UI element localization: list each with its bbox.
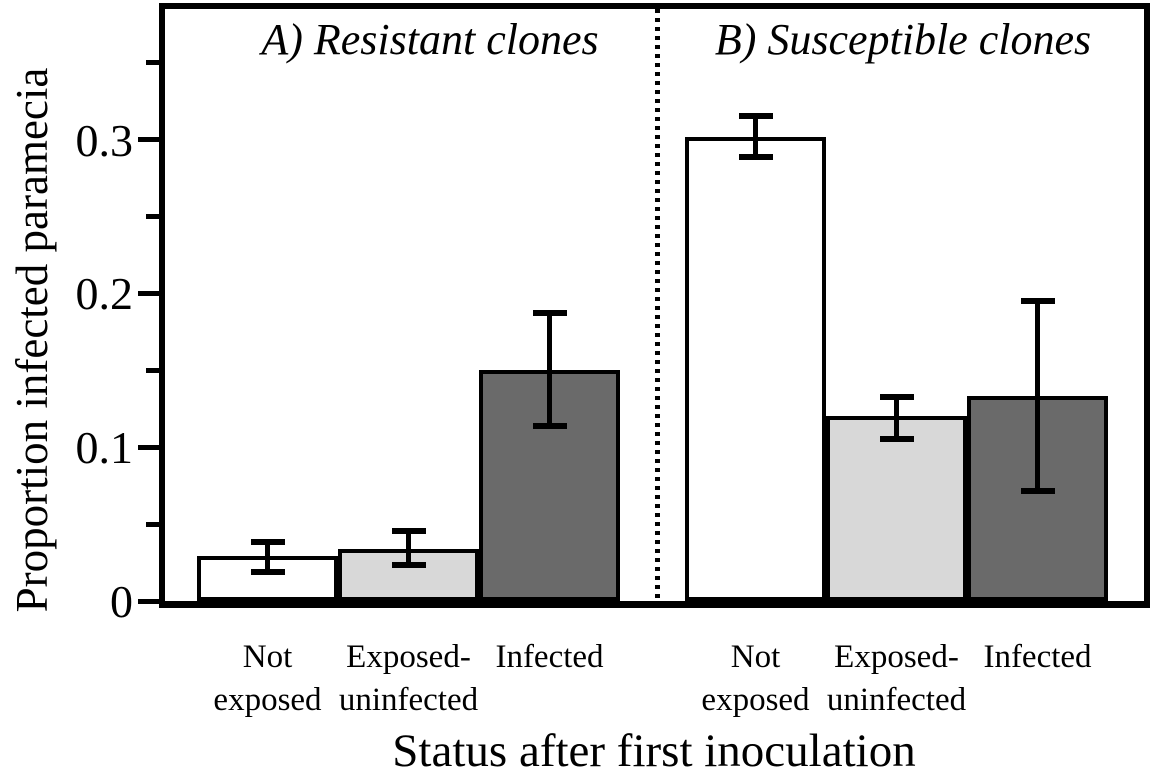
bar <box>685 137 826 601</box>
y-major-tick <box>138 598 160 604</box>
panel-title: B) Susceptible clones <box>714 15 1092 64</box>
error-bar-cap-top <box>250 539 285 546</box>
error-bar-cap-top <box>738 113 773 120</box>
category-label: Not exposed <box>153 636 383 722</box>
category-label-line2: exposed <box>701 682 810 718</box>
category-label: Not exposed <box>641 636 871 722</box>
y-minor-tick <box>146 60 160 66</box>
category-label-line1: Not <box>730 639 781 675</box>
error-bar-cap-bottom <box>738 154 773 161</box>
error-bar-cap-top <box>879 394 914 401</box>
plot-content <box>165 9 1144 601</box>
error-bar-line <box>406 530 411 566</box>
error-bar-cap-bottom <box>391 561 426 568</box>
x-axis-title: Status after first inoculation <box>392 725 916 777</box>
y-major-tick <box>138 444 160 450</box>
error-bar-line <box>265 541 270 574</box>
category-label-line1: Exposed- <box>346 639 471 675</box>
y-tick-label: 0.2 <box>75 268 134 320</box>
error-bar-cap-top <box>391 528 426 535</box>
error-bar-cap-bottom <box>879 435 914 442</box>
error-bar-cap-bottom <box>250 569 285 576</box>
y-major-tick <box>138 137 160 143</box>
y-tick-label: 0 <box>110 576 133 627</box>
category-label-line2: uninfected <box>338 682 479 718</box>
error-bar-cap-bottom <box>1020 487 1055 494</box>
y-minor-tick <box>146 521 160 527</box>
error-bar-cap-bottom <box>532 423 567 430</box>
error-bar-line <box>1035 299 1040 492</box>
plot-area <box>159 3 1150 608</box>
bar <box>826 416 967 601</box>
category-label-line1: Infected <box>983 639 1092 675</box>
category-label-line2: uninfected <box>826 682 967 718</box>
y-minor-tick <box>146 367 160 373</box>
panel-divider-line <box>655 9 660 601</box>
category-label: Infected <box>435 636 665 679</box>
category-label: Exposed-uninfected <box>782 636 1012 722</box>
category-label-line1: Infected <box>495 639 604 675</box>
error-bar-cap-top <box>1020 297 1055 304</box>
category-label: Exposed-uninfected <box>294 636 524 722</box>
panel-title: A) Resistant clones <box>261 15 599 64</box>
error-bar-line <box>753 115 758 159</box>
category-label: Infected <box>923 636 1153 679</box>
y-tick-label: 0.3 <box>75 114 134 166</box>
y-minor-tick <box>146 214 160 220</box>
y-major-tick <box>138 290 160 296</box>
y-tick-label: 0.1 <box>75 422 134 474</box>
category-label-line2: exposed <box>213 682 322 718</box>
error-bar-line <box>547 311 552 428</box>
error-bar-line <box>894 396 899 440</box>
category-label-line1: Not <box>242 639 293 675</box>
category-label-line1: Exposed- <box>834 639 959 675</box>
error-bar-cap-top <box>532 309 567 316</box>
